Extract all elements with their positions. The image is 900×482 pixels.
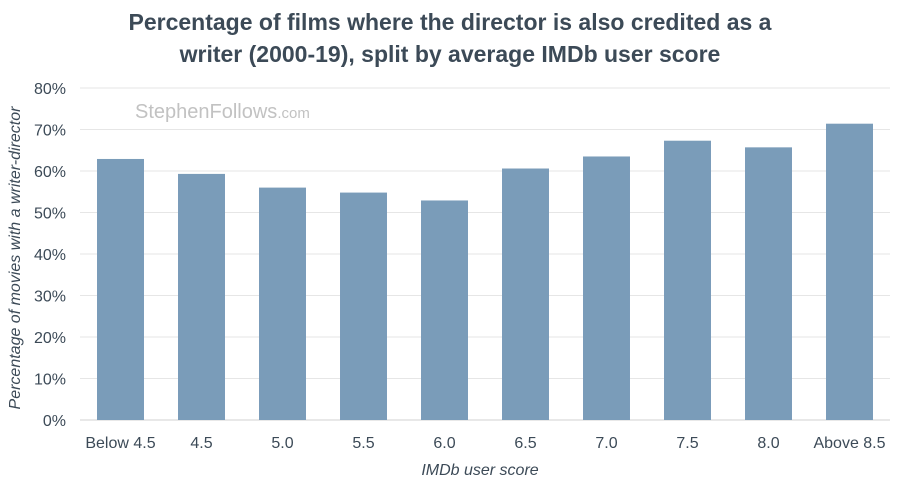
y-tick-label: 30% [34,289,66,306]
x-tick-label: 5.0 [271,435,293,452]
bar [97,158,144,420]
x-tick-label: Below 4.5 [85,435,155,452]
bar [259,187,306,420]
x-tick-label: 6.0 [433,435,455,452]
watermark: StephenFollows.com [135,101,310,123]
chart-title-line-1: Percentage of films where the director i… [128,9,772,35]
bar [664,140,711,420]
watermark-suffix: .com [277,105,310,122]
y-tick-label: 60% [34,164,66,181]
bar [340,192,387,420]
y-axis-ticks: 0% 10% 20% 30% 40% 50% 60% 70% 80% [34,81,66,430]
chart-title-line-2: writer (2000-19), split by average IMDb … [179,41,721,67]
y-tick-label: 50% [34,206,66,223]
y-tick-label: 80% [34,81,66,98]
bars [97,123,873,420]
bar [421,200,468,420]
x-tick-label: Above 8.5 [813,435,885,452]
y-axis-label: Percentage of movies with a writer-direc… [7,106,24,410]
x-tick-label: 5.5 [352,435,374,452]
y-tick-label: 40% [34,247,66,264]
bar [178,173,225,420]
chart-title: Percentage of films where the director i… [0,6,900,70]
x-tick-label: 6.5 [514,435,536,452]
x-tick-label: 7.5 [676,435,698,452]
y-tick-label: 20% [34,330,66,347]
y-tick-label: 70% [34,123,66,140]
x-tick-label: 8.0 [757,435,779,452]
watermark-main: StephenFollows [135,101,277,123]
x-tick-label: 7.0 [595,435,617,452]
bar [826,123,873,420]
bar [502,168,549,420]
y-tick-label: 0% [43,413,66,430]
y-tick-label: 10% [34,372,66,389]
x-axis-label: IMDb user score [421,462,538,479]
bar [583,156,630,420]
bar [745,147,792,420]
x-axis-ticks: Below 4.5 4.5 5.0 5.5 6.0 6.5 7.0 7.5 8.0 Above 8… [85,435,885,452]
x-tick-label: 4.5 [190,435,212,452]
